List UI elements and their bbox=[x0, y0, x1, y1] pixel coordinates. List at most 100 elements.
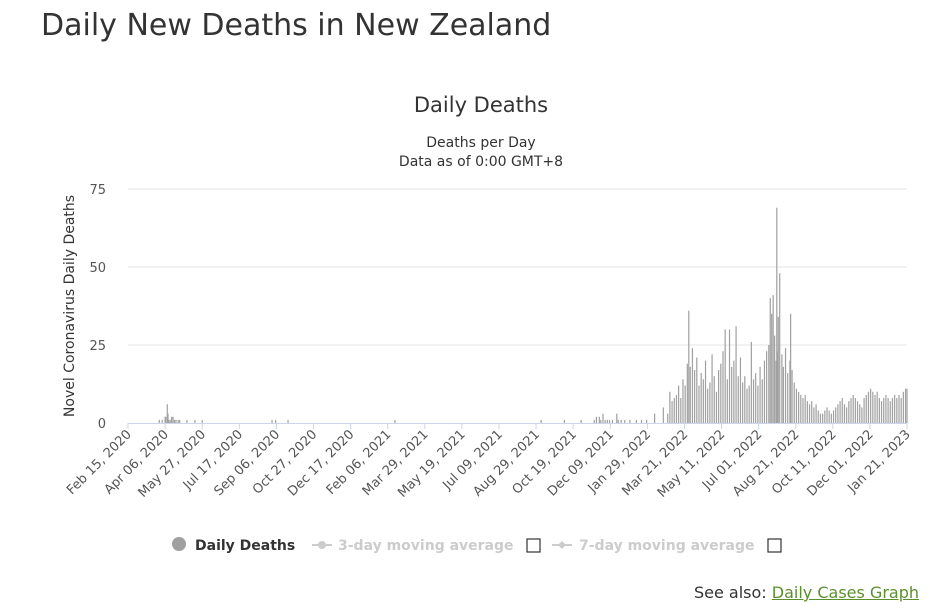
bar bbox=[682, 379, 684, 423]
bar bbox=[815, 404, 817, 423]
bar bbox=[878, 398, 880, 423]
bar bbox=[772, 295, 774, 423]
bar bbox=[828, 410, 830, 423]
daily-cases-graph-link[interactable]: Daily Cases Graph bbox=[771, 583, 919, 602]
bar bbox=[602, 413, 604, 423]
bar bbox=[718, 369, 720, 423]
bar bbox=[158, 419, 160, 423]
bar bbox=[715, 391, 718, 423]
legend-item-3-day-average[interactable]: 3-day moving average bbox=[312, 538, 514, 554]
bar bbox=[865, 394, 867, 423]
bar bbox=[394, 419, 396, 423]
bar bbox=[906, 388, 908, 423]
bar bbox=[694, 369, 696, 423]
bar bbox=[870, 388, 872, 423]
bar bbox=[662, 407, 664, 423]
bar bbox=[711, 354, 713, 423]
bar bbox=[775, 360, 777, 423]
bar bbox=[774, 335, 776, 423]
bar bbox=[880, 401, 883, 423]
bar bbox=[902, 391, 904, 423]
bar bbox=[698, 385, 700, 423]
bar bbox=[175, 419, 177, 423]
bar-series-daily-deaths bbox=[158, 207, 908, 423]
bar bbox=[824, 410, 826, 423]
bar bbox=[896, 398, 898, 423]
bar bbox=[789, 360, 791, 423]
bar bbox=[696, 357, 698, 423]
bar bbox=[724, 329, 726, 423]
bar bbox=[684, 385, 686, 423]
bar bbox=[179, 419, 181, 423]
bar bbox=[748, 385, 750, 423]
bar bbox=[768, 345, 770, 423]
page-title: Daily New Deaths in New Zealand bbox=[41, 8, 552, 43]
bar bbox=[883, 398, 885, 423]
legend-label-7-day: 7-day moving average bbox=[579, 538, 755, 554]
bar bbox=[894, 394, 896, 423]
bar bbox=[817, 410, 819, 423]
legend-marker-daily-deaths bbox=[172, 537, 186, 551]
bar bbox=[856, 401, 859, 423]
bar bbox=[843, 404, 846, 423]
bar bbox=[777, 316, 779, 423]
bar bbox=[790, 313, 792, 423]
bar bbox=[763, 360, 766, 423]
chart-subtitle: Deaths per Day bbox=[426, 135, 535, 151]
bar bbox=[791, 369, 793, 423]
bar bbox=[646, 419, 648, 423]
x-tick-label: Oct 19, 2021 bbox=[510, 427, 580, 497]
bar bbox=[867, 391, 870, 423]
bar bbox=[168, 419, 170, 423]
bar bbox=[835, 407, 837, 423]
bar bbox=[846, 407, 848, 423]
bar bbox=[787, 373, 789, 423]
bar bbox=[806, 401, 808, 423]
bar bbox=[889, 401, 891, 423]
bar bbox=[171, 416, 173, 423]
bar bbox=[804, 394, 806, 423]
bar bbox=[887, 398, 889, 423]
y-tick-label: 50 bbox=[89, 261, 106, 276]
checkbox-7-day-average[interactable] bbox=[767, 538, 782, 553]
bar bbox=[563, 419, 566, 423]
bar bbox=[739, 357, 742, 423]
legend: Daily Deaths 3-day moving average 7-day … bbox=[172, 537, 782, 554]
bar bbox=[164, 416, 166, 423]
chart-title: Daily Deaths bbox=[414, 93, 548, 117]
bar bbox=[678, 385, 680, 423]
bar bbox=[186, 419, 188, 423]
bar bbox=[891, 398, 894, 423]
legend-label-daily-deaths: Daily Deaths bbox=[195, 538, 295, 554]
bar bbox=[600, 419, 602, 423]
bar bbox=[726, 379, 728, 423]
bar bbox=[271, 419, 273, 423]
bar bbox=[604, 419, 606, 423]
bar bbox=[769, 298, 771, 423]
legend-item-7-day-average[interactable]: 7-day moving average bbox=[552, 538, 755, 554]
bar bbox=[167, 413, 169, 423]
checkbox-3-day-average[interactable] bbox=[526, 538, 541, 553]
bar bbox=[194, 419, 196, 423]
bar bbox=[830, 413, 832, 423]
bar bbox=[161, 419, 163, 423]
bar bbox=[654, 413, 656, 423]
bar bbox=[759, 366, 761, 423]
bar bbox=[874, 394, 876, 423]
bar bbox=[691, 348, 694, 423]
bar bbox=[832, 410, 835, 423]
bar bbox=[611, 419, 614, 423]
bar bbox=[166, 404, 168, 423]
bar bbox=[707, 388, 709, 423]
bar bbox=[713, 376, 715, 423]
legend-item-daily-deaths[interactable]: Daily Deaths bbox=[172, 537, 295, 554]
bar bbox=[757, 385, 759, 423]
bar bbox=[776, 207, 778, 423]
legend-label-3-day: 3-day moving average bbox=[338, 538, 514, 554]
bar bbox=[616, 413, 618, 423]
bar bbox=[580, 419, 582, 423]
bar bbox=[784, 348, 787, 423]
bar bbox=[782, 366, 784, 423]
bar bbox=[819, 413, 822, 423]
